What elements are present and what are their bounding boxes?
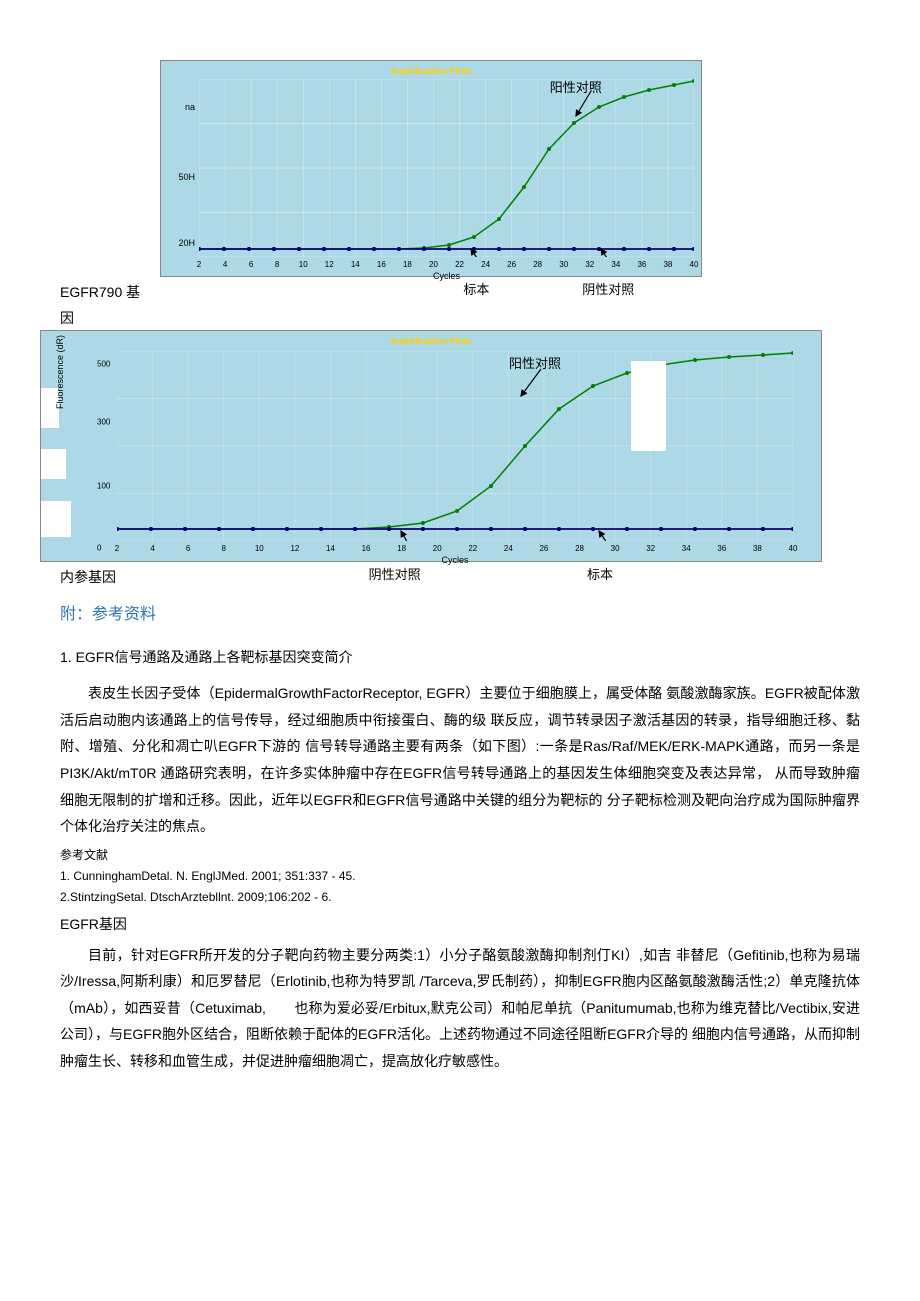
white-overlay [41,501,71,537]
white-overlay [41,449,66,479]
xtick: 28 [575,543,584,556]
xtick: 6 [186,543,190,556]
xtick: 34 [682,543,691,556]
xtick: 30 [559,259,568,272]
xtick: 38 [753,543,762,556]
chart-annotation: 阳性对照 [550,78,602,99]
chart2-ylabel: Fluorescence (dR) [53,335,67,409]
xtick: 38 [663,259,672,272]
xtick: 16 [377,259,386,272]
xtick: 18 [403,259,412,272]
xtick: 24 [504,543,513,556]
xtick: 8 [275,259,279,272]
xtick: 26 [507,259,516,272]
xtick: 8 [222,543,226,556]
xtick: 32 [646,543,655,556]
xtick: 24 [481,259,490,272]
ref-1: 1. CunninghamDetal. N. EnglJMed. 2001; 3… [60,867,860,886]
xtick: 40 [690,259,699,272]
chart2-caption: 内参基因 [60,566,860,588]
chart2-title: Amplification Plots [390,334,472,348]
ref-2: 2.StintzingSetal. DtschArztebllnt. 2009;… [60,888,860,907]
chart1-svg [199,79,694,257]
refs-title: 参考文献 [60,846,860,865]
xtick: 18 [397,543,406,556]
xtick: 2 [115,543,119,556]
chart2-wrap: Amplification Plots 24681012141618202224… [40,330,860,562]
ytick: 20H [178,236,195,250]
chart2-plot: 246810121416182022242628303234363840 Cyc… [117,351,793,541]
chart-annotation: 标本 [587,565,613,586]
chart1-caption-a: EGFR790 基 [60,281,860,303]
xtick: 30 [611,543,620,556]
xtick: 6 [249,259,253,272]
chart1-wrap: Amplification Plots 20H50Hna 24681012141… [160,60,860,277]
ytick: 500 [97,359,110,372]
chart1-xlabel: Cycles [433,269,460,283]
chart1-title: Amplification Plots [390,64,472,78]
ytick: 300 [97,416,110,429]
chart2-svg [117,351,793,541]
ytick: na [185,100,195,114]
chart-annotation: 标本 [463,280,489,301]
ytick: 100 [97,481,110,494]
xtick: 10 [255,543,264,556]
xtick: 40 [789,543,798,556]
xtick: 14 [326,543,335,556]
chart2-xlabel: Cycles [441,553,468,567]
xtick: 16 [362,543,371,556]
xtick: 4 [150,543,154,556]
xtick: 12 [325,259,334,272]
xtick: 20 [433,543,442,556]
ytick: 0 [97,543,101,556]
xtick: 10 [299,259,308,272]
xtick: 34 [611,259,620,272]
chart2: Amplification Plots 24681012141618202224… [40,330,822,562]
chart1: Amplification Plots 20H50Hna 24681012141… [160,60,702,277]
xtick: 36 [717,543,726,556]
chart-annotation: 阳性对照 [509,354,561,375]
xtick: 26 [539,543,548,556]
xtick: 32 [585,259,594,272]
xtick: 14 [351,259,360,272]
xtick: 36 [637,259,646,272]
chart1-caption-b: 因 [60,307,860,329]
heading-1: 1. EGFR信号通路及通路上各靶标基因突变简介 [60,646,860,668]
xtick: 2 [197,259,201,272]
chart-annotation: 阴性对照 [582,280,634,301]
white-overlay [631,361,666,451]
para-1: 表皮生长因子受体（EpidermalGrowthFactorReceptor, … [60,680,860,840]
ytick: 50H [178,170,195,184]
section-link: 附：参考资料 [60,602,860,628]
subhead-2: EGFR基因 [60,913,860,935]
chart-annotation: 阴性对照 [369,565,421,586]
chart1-plot: 20H50Hna 2468101214161820222426283032343… [199,79,694,257]
xtick: 22 [468,543,477,556]
xtick: 4 [223,259,227,272]
para-2: 目前，针对EGFR所开发的分子靶向药物主要分两类:1）小分子酪氨酸激酶抑制剂仃K… [60,942,860,1075]
xtick: 12 [290,543,299,556]
xtick: 28 [533,259,542,272]
